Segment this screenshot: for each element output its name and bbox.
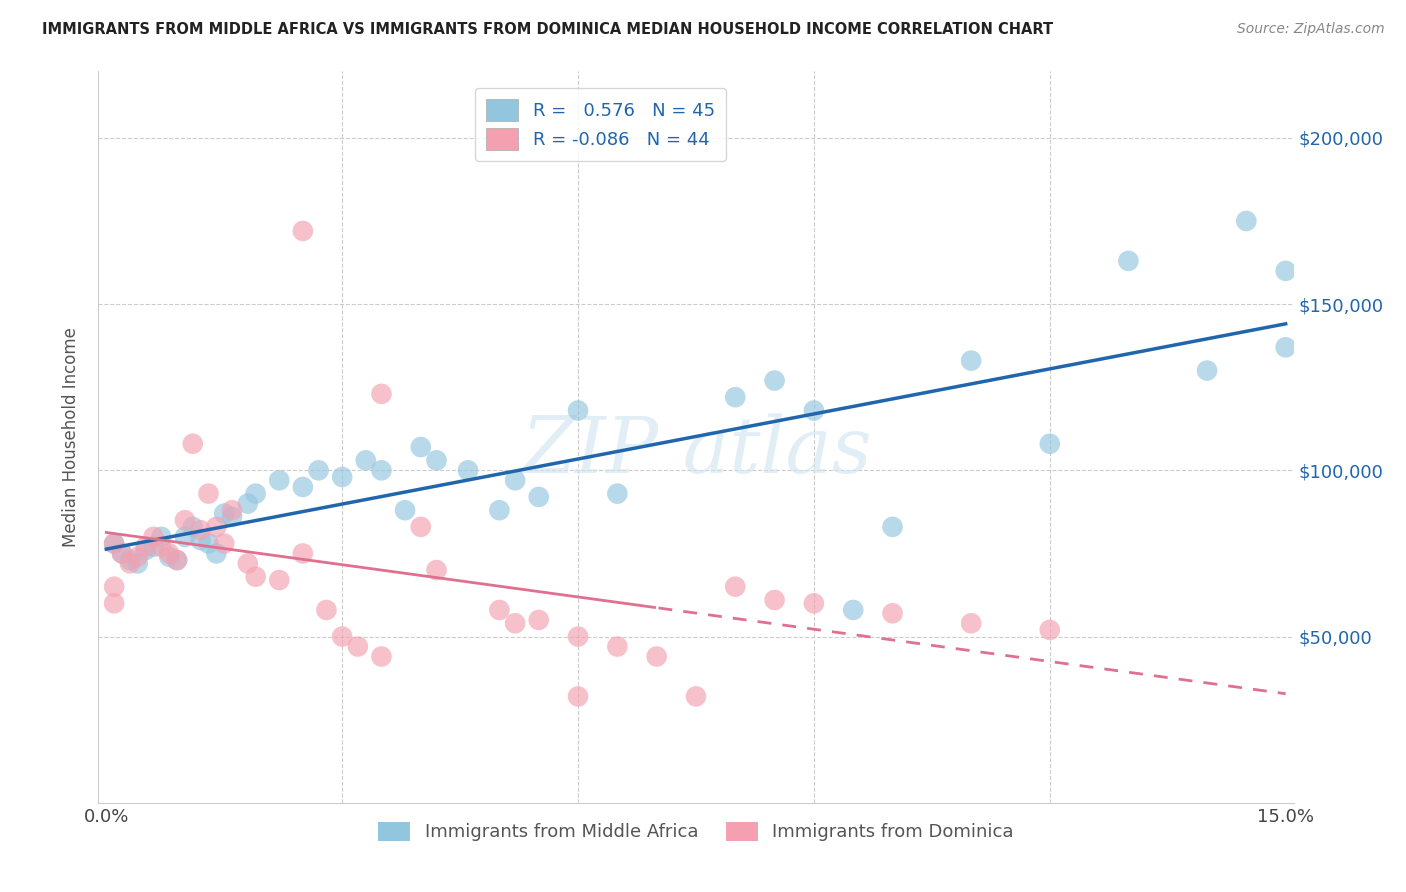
- Point: [127, 549, 149, 564]
- Point: [1274, 340, 1296, 354]
- Point: [245, 486, 267, 500]
- Y-axis label: Median Household Income: Median Household Income: [62, 327, 80, 547]
- Point: [685, 690, 707, 704]
- Point: [181, 436, 204, 450]
- Point: [724, 580, 747, 594]
- Point: [308, 463, 330, 477]
- Point: [174, 530, 197, 544]
- Point: [1039, 436, 1062, 450]
- Point: [212, 507, 235, 521]
- Point: [803, 596, 825, 610]
- Point: [103, 536, 125, 550]
- Point: [370, 649, 392, 664]
- Text: IMMIGRANTS FROM MIDDLE AFRICA VS IMMIGRANTS FROM DOMINICA MEDIAN HOUSEHOLD INCOM: IMMIGRANTS FROM MIDDLE AFRICA VS IMMIGRA…: [42, 22, 1053, 37]
- Point: [174, 513, 197, 527]
- Legend: Immigrants from Middle Africa, Immigrants from Dominica: Immigrants from Middle Africa, Immigrant…: [371, 814, 1021, 848]
- Point: [330, 630, 353, 644]
- Point: [127, 557, 149, 571]
- Point: [1274, 264, 1296, 278]
- Point: [142, 530, 165, 544]
- Point: [567, 403, 589, 417]
- Point: [236, 497, 259, 511]
- Point: [118, 553, 141, 567]
- Point: [370, 463, 392, 477]
- Point: [236, 557, 259, 571]
- Point: [347, 640, 370, 654]
- Text: Source: ZipAtlas.com: Source: ZipAtlas.com: [1237, 22, 1385, 37]
- Point: [882, 520, 904, 534]
- Point: [197, 486, 219, 500]
- Point: [527, 613, 550, 627]
- Point: [1039, 623, 1062, 637]
- Text: ZIP atlas: ZIP atlas: [520, 414, 872, 490]
- Point: [394, 503, 416, 517]
- Point: [488, 503, 510, 517]
- Point: [842, 603, 865, 617]
- Point: [205, 520, 228, 534]
- Point: [724, 390, 747, 404]
- Point: [527, 490, 550, 504]
- Point: [882, 607, 904, 621]
- Point: [960, 616, 983, 631]
- Point: [212, 536, 235, 550]
- Point: [190, 523, 212, 537]
- Point: [503, 473, 526, 487]
- Point: [291, 546, 314, 560]
- Point: [142, 540, 165, 554]
- Point: [425, 453, 447, 467]
- Point: [150, 530, 173, 544]
- Point: [150, 540, 173, 554]
- Point: [135, 543, 157, 558]
- Point: [409, 440, 432, 454]
- Point: [205, 546, 228, 560]
- Point: [157, 549, 180, 564]
- Point: [803, 403, 825, 417]
- Point: [370, 387, 392, 401]
- Point: [1118, 253, 1140, 268]
- Point: [960, 353, 983, 368]
- Point: [269, 473, 291, 487]
- Point: [135, 540, 157, 554]
- Point: [645, 649, 668, 664]
- Point: [567, 690, 589, 704]
- Point: [190, 533, 212, 548]
- Point: [269, 573, 291, 587]
- Point: [291, 224, 314, 238]
- Point: [111, 546, 134, 560]
- Point: [425, 563, 447, 577]
- Point: [118, 557, 141, 571]
- Point: [245, 570, 267, 584]
- Point: [221, 509, 243, 524]
- Point: [157, 546, 180, 560]
- Point: [221, 503, 243, 517]
- Point: [503, 616, 526, 631]
- Point: [197, 536, 219, 550]
- Point: [330, 470, 353, 484]
- Point: [103, 536, 125, 550]
- Point: [166, 553, 188, 567]
- Point: [315, 603, 337, 617]
- Point: [606, 640, 628, 654]
- Point: [457, 463, 479, 477]
- Point: [488, 603, 510, 617]
- Point: [763, 593, 786, 607]
- Point: [1234, 214, 1257, 228]
- Point: [354, 453, 377, 467]
- Point: [166, 553, 188, 567]
- Point: [606, 486, 628, 500]
- Point: [103, 580, 125, 594]
- Point: [763, 374, 786, 388]
- Point: [111, 546, 134, 560]
- Point: [291, 480, 314, 494]
- Point: [567, 630, 589, 644]
- Point: [409, 520, 432, 534]
- Point: [103, 596, 125, 610]
- Point: [181, 520, 204, 534]
- Point: [1195, 363, 1218, 377]
